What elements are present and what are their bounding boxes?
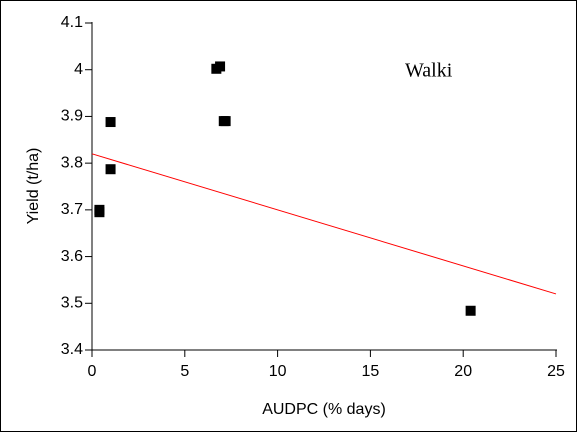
trend-line [91,153,557,295]
point [215,61,226,72]
y-tick-label: 3.9 [61,108,83,125]
x-tick-label: 5 [180,363,189,380]
y-tick-label: 3.8 [61,154,83,171]
annotation: Walki [405,60,453,82]
x-tick-label: 10 [269,363,287,380]
x-tick-label: 15 [362,363,380,380]
point [465,305,476,316]
point [220,116,231,127]
x-tick-label: 20 [454,363,472,380]
y-tick-label: 3.4 [61,341,83,358]
x-axis-label: AUDPC (% days) [262,401,386,418]
x-tick-label: 0 [88,363,97,380]
y-tick-label: 3.7 [61,201,83,218]
y-tick-label: 4 [74,61,83,78]
point [105,164,116,175]
point [94,207,105,218]
y-tick-label: 3.5 [61,295,83,312]
y-tick-label: 4.1 [61,14,83,31]
x-tick-label: 25 [547,363,565,380]
point [105,117,116,128]
y-tick-label: 3.6 [61,248,83,265]
y-axis-label: Yield (t/ha) [25,148,42,225]
